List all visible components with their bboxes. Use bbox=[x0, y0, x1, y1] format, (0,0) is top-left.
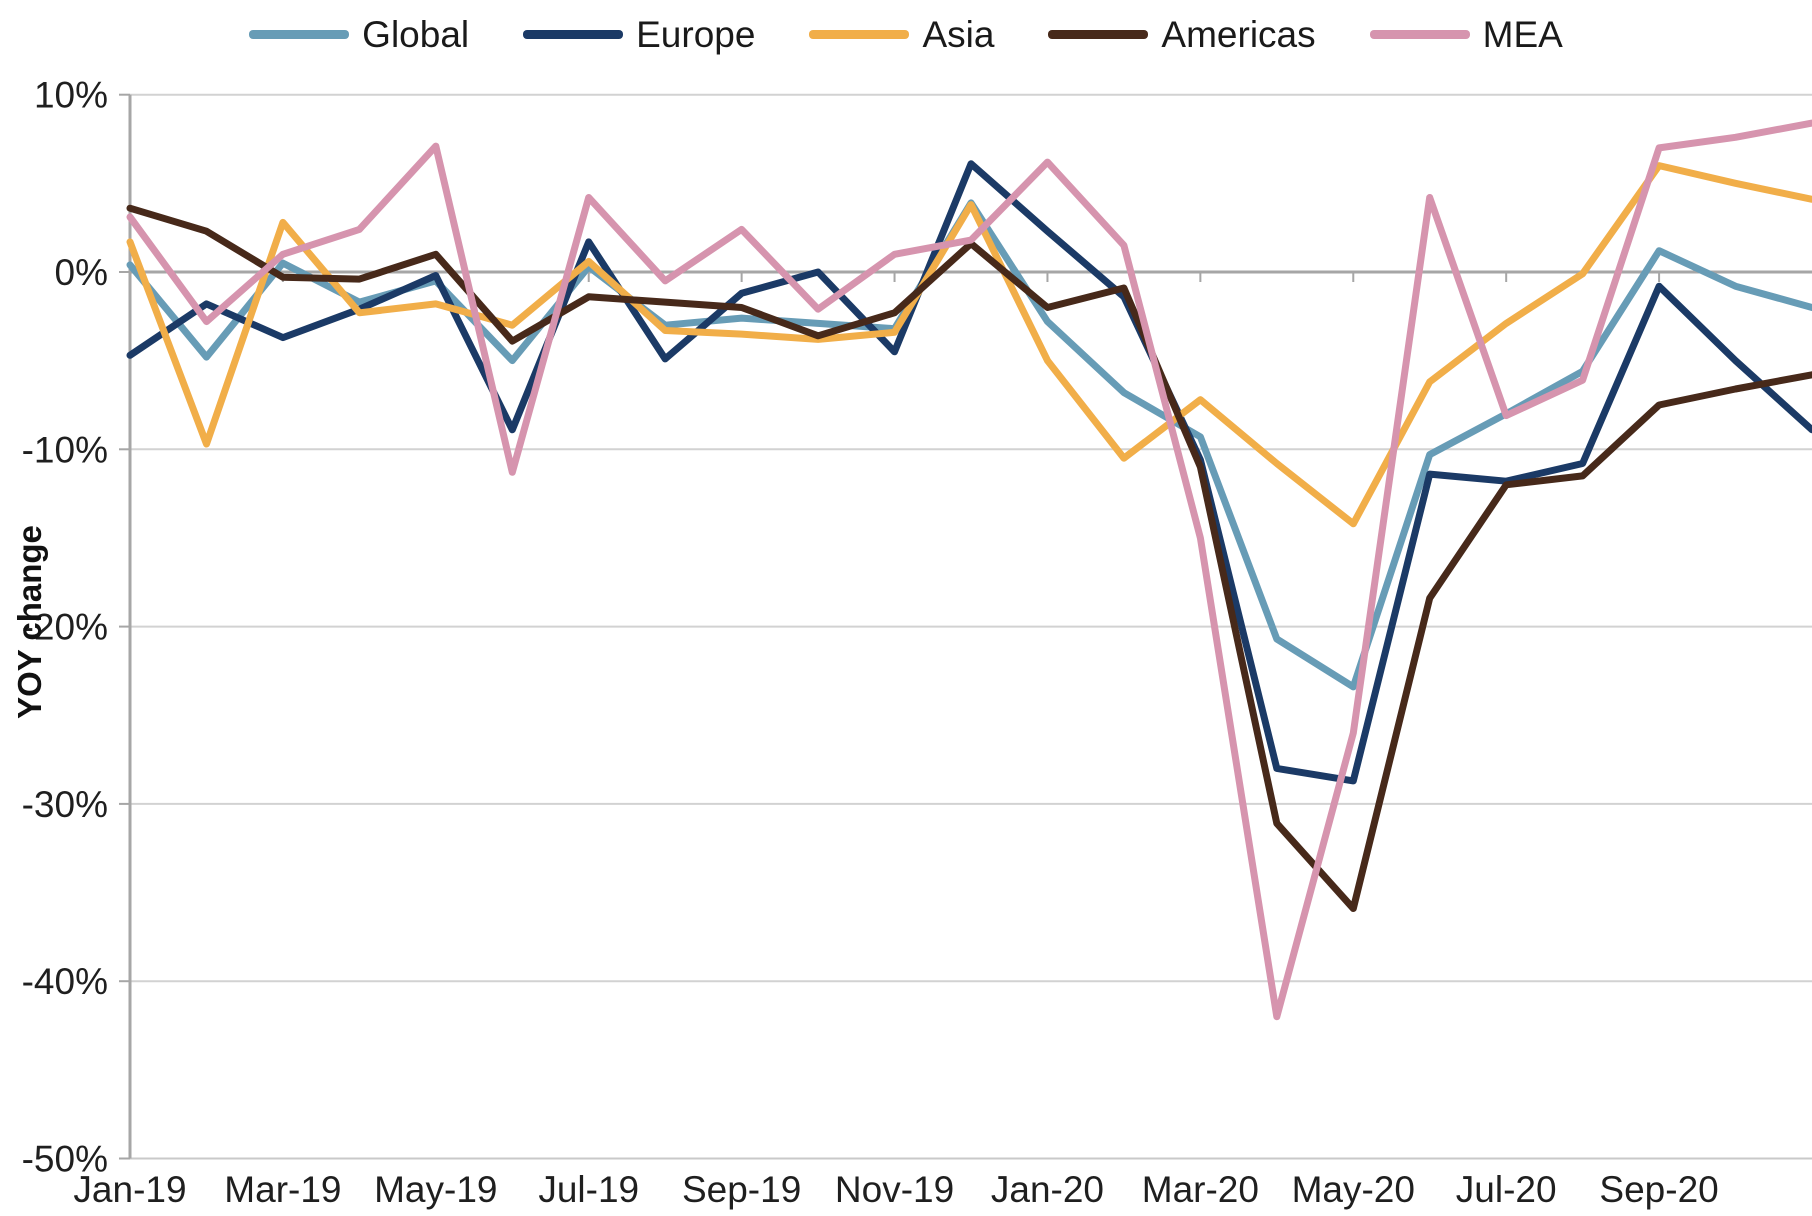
y-tick-label: 10% bbox=[34, 75, 108, 116]
y-tick-label: -30% bbox=[22, 784, 108, 825]
y-tick-label: 0% bbox=[55, 252, 108, 293]
x-tick-label: Mar-20 bbox=[1142, 1169, 1259, 1210]
legend-item-asia: Asia bbox=[809, 16, 994, 53]
legend-swatch-asia bbox=[809, 29, 910, 39]
gridlines bbox=[119, 93, 1812, 1160]
legend-swatch-mea bbox=[1369, 29, 1470, 39]
legend-swatch-europe bbox=[523, 29, 624, 39]
chart-legend: Global Europe Asia Americas MEA bbox=[0, 10, 1812, 58]
y-tick-label: -40% bbox=[22, 961, 108, 1002]
y-tick-label: -50% bbox=[22, 1139, 108, 1180]
x-axis-labels: Jan-19 Mar-19 May-19 Jul-19 Sep-19 Nov-19 Jan-… bbox=[73, 1169, 1718, 1210]
x-tick-label: Mar-19 bbox=[224, 1169, 341, 1210]
y-tick-label: -20% bbox=[22, 607, 108, 648]
legend-label: Global bbox=[362, 13, 470, 55]
legend-label: Asia bbox=[922, 13, 995, 55]
legend-item-mea: MEA bbox=[1369, 13, 1563, 55]
series-line-mea bbox=[126, 119, 1812, 1021]
x-tick-label: Jul-20 bbox=[1456, 1169, 1557, 1210]
series-line-global bbox=[126, 199, 1812, 691]
x-tick-label: Jul-19 bbox=[538, 1169, 639, 1210]
legend-item-americas: Americas bbox=[1048, 13, 1316, 55]
y-axis-title: YOY change bbox=[11, 525, 48, 719]
series-line-asia bbox=[126, 162, 1812, 528]
x-tick-label: Sep-20 bbox=[1599, 1169, 1718, 1210]
x-tick-label: Jan-20 bbox=[991, 1169, 1104, 1210]
series-line-europe bbox=[126, 160, 1812, 785]
y-tick-label: -10% bbox=[22, 429, 108, 470]
legend-label: Americas bbox=[1161, 13, 1316, 55]
y-axis-labels: 10% 0% -10% -20% -30% -40% -50% bbox=[22, 75, 108, 1180]
x-tick-label: May-19 bbox=[374, 1169, 497, 1210]
x-tick-label: Sep-19 bbox=[682, 1169, 801, 1210]
legend-swatch-americas bbox=[1048, 29, 1149, 39]
series-lines bbox=[126, 119, 1812, 1021]
legend-label: Europe bbox=[636, 13, 756, 55]
legend-item-europe: Europe bbox=[523, 16, 755, 53]
x-tick-label: Jan-19 bbox=[73, 1169, 186, 1210]
x-tick-label: May-20 bbox=[1292, 1169, 1415, 1210]
legend-label: MEA bbox=[1482, 13, 1563, 55]
legend-item-global: Global bbox=[249, 16, 469, 53]
legend-swatch-global bbox=[249, 29, 350, 39]
x-tick-label: Nov-19 bbox=[835, 1169, 954, 1210]
